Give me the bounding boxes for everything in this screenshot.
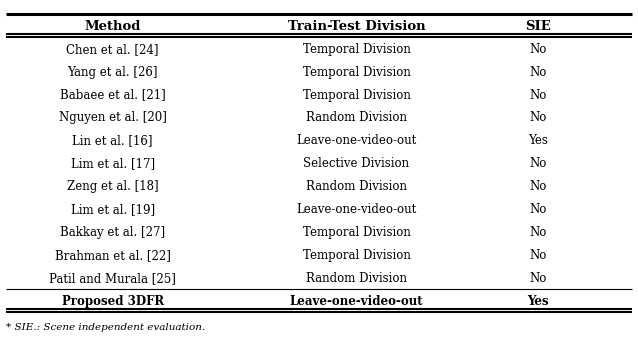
- Text: No: No: [529, 272, 547, 285]
- Text: No: No: [529, 89, 547, 102]
- Text: Nguyen et al. [20]: Nguyen et al. [20]: [59, 111, 167, 125]
- Text: Random Division: Random Division: [306, 180, 407, 193]
- Text: Lin et al. [16]: Lin et al. [16]: [73, 134, 153, 147]
- Text: Random Division: Random Division: [306, 272, 407, 285]
- Text: Yes: Yes: [527, 295, 549, 308]
- Text: No: No: [529, 157, 547, 170]
- Text: Yang et al. [26]: Yang et al. [26]: [68, 66, 158, 79]
- Text: Leave-one-video-out: Leave-one-video-out: [290, 295, 424, 308]
- Text: Yes: Yes: [528, 134, 548, 147]
- Text: Method: Method: [84, 20, 141, 33]
- Text: Random Division: Random Division: [306, 111, 407, 125]
- Text: No: No: [529, 66, 547, 79]
- Text: Bakkay et al. [27]: Bakkay et al. [27]: [60, 226, 165, 239]
- Text: Proposed 3DFR: Proposed 3DFR: [62, 295, 164, 308]
- Text: Leave-one-video-out: Leave-one-video-out: [297, 203, 417, 216]
- Text: Temporal Division: Temporal Division: [302, 43, 410, 56]
- Text: Train-Test Division: Train-Test Division: [288, 20, 426, 33]
- Text: SIE: SIE: [525, 20, 551, 33]
- Text: Lim et al. [19]: Lim et al. [19]: [71, 203, 155, 216]
- Text: Babaee et al. [21]: Babaee et al. [21]: [60, 89, 165, 102]
- Text: Brahman et al. [22]: Brahman et al. [22]: [55, 249, 170, 262]
- Text: No: No: [529, 43, 547, 56]
- Text: No: No: [529, 226, 547, 239]
- Text: Patil and Murala [25]: Patil and Murala [25]: [49, 272, 176, 285]
- Text: Temporal Division: Temporal Division: [302, 249, 410, 262]
- Text: Temporal Division: Temporal Division: [302, 89, 410, 102]
- Text: Temporal Division: Temporal Division: [302, 66, 410, 79]
- Text: Temporal Division: Temporal Division: [302, 226, 410, 239]
- Text: Lim et al. [17]: Lim et al. [17]: [71, 157, 155, 170]
- Text: Chen et al. [24]: Chen et al. [24]: [66, 43, 159, 56]
- Text: Selective Division: Selective Division: [304, 157, 410, 170]
- Text: No: No: [529, 249, 547, 262]
- Text: No: No: [529, 180, 547, 193]
- Text: No: No: [529, 111, 547, 125]
- Text: * SIE.: Scene independent evaluation.: * SIE.: Scene independent evaluation.: [6, 323, 205, 332]
- Text: Leave-one-video-out: Leave-one-video-out: [297, 134, 417, 147]
- Text: Zeng et al. [18]: Zeng et al. [18]: [67, 180, 158, 193]
- Text: No: No: [529, 203, 547, 216]
